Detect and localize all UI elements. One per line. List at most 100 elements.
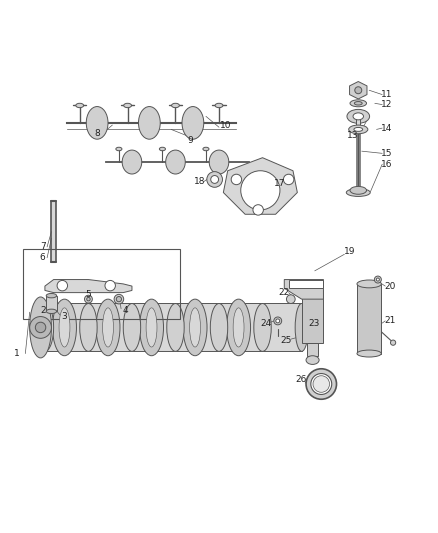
Bar [307, 343, 318, 356]
Polygon shape [284, 279, 323, 299]
Text: 14: 14 [381, 124, 392, 133]
Ellipse shape [190, 308, 201, 347]
Text: 5: 5 [85, 290, 91, 300]
Circle shape [35, 322, 46, 333]
Ellipse shape [76, 103, 84, 108]
Circle shape [105, 280, 116, 291]
Ellipse shape [96, 299, 120, 356]
Ellipse shape [286, 295, 295, 303]
Ellipse shape [274, 317, 282, 325]
Ellipse shape [116, 147, 122, 151]
Ellipse shape [391, 340, 396, 345]
Text: 21: 21 [385, 317, 396, 326]
Ellipse shape [87, 297, 90, 301]
Ellipse shape [59, 308, 70, 347]
Text: 20: 20 [385, 281, 396, 290]
Ellipse shape [182, 107, 204, 139]
Ellipse shape [140, 299, 163, 356]
Ellipse shape [167, 303, 184, 351]
Ellipse shape [210, 303, 228, 351]
Text: 18: 18 [194, 177, 205, 186]
Ellipse shape [349, 125, 368, 134]
Circle shape [57, 280, 67, 291]
Ellipse shape [124, 103, 131, 108]
Ellipse shape [80, 303, 97, 351]
Text: 6: 6 [40, 253, 46, 262]
Polygon shape [45, 279, 132, 293]
Polygon shape [223, 158, 297, 214]
Circle shape [283, 174, 294, 184]
Ellipse shape [374, 276, 381, 283]
Ellipse shape [276, 319, 280, 323]
Text: 7: 7 [40, 243, 46, 252]
Ellipse shape [209, 150, 229, 174]
Ellipse shape [254, 303, 271, 351]
Ellipse shape [347, 109, 370, 123]
Bar [23, 249, 180, 319]
Text: 9: 9 [188, 136, 194, 145]
Ellipse shape [159, 147, 166, 151]
Ellipse shape [354, 127, 363, 131]
Ellipse shape [183, 299, 207, 356]
Ellipse shape [350, 187, 367, 194]
Circle shape [231, 174, 242, 184]
Ellipse shape [376, 278, 379, 281]
Text: 8: 8 [94, 130, 100, 138]
Ellipse shape [295, 303, 308, 351]
Circle shape [241, 171, 280, 210]
Ellipse shape [226, 299, 251, 356]
Circle shape [253, 205, 263, 215]
Ellipse shape [114, 294, 124, 304]
Circle shape [207, 172, 223, 187]
Ellipse shape [355, 87, 362, 94]
Ellipse shape [46, 309, 57, 313]
Ellipse shape [357, 350, 381, 357]
Ellipse shape [346, 189, 370, 197]
Circle shape [30, 317, 51, 338]
Ellipse shape [215, 103, 223, 108]
Ellipse shape [203, 147, 209, 151]
Ellipse shape [313, 376, 329, 392]
Ellipse shape [138, 107, 160, 139]
Ellipse shape [172, 103, 180, 108]
Text: 12: 12 [381, 100, 392, 109]
Text: 10: 10 [220, 120, 231, 130]
Ellipse shape [102, 308, 113, 347]
Text: 26: 26 [295, 375, 307, 384]
Bar [289, 279, 323, 288]
Ellipse shape [233, 308, 244, 347]
Text: 1: 1 [14, 349, 20, 358]
Text: 23: 23 [308, 319, 320, 328]
Ellipse shape [353, 113, 364, 120]
Ellipse shape [123, 303, 141, 351]
Text: 15: 15 [381, 149, 392, 158]
Ellipse shape [306, 369, 336, 399]
Ellipse shape [53, 299, 77, 356]
Ellipse shape [116, 296, 121, 302]
Text: 19: 19 [344, 247, 355, 256]
Text: 16: 16 [381, 160, 392, 169]
Text: 13: 13 [347, 132, 359, 140]
Ellipse shape [311, 374, 332, 394]
Ellipse shape [86, 107, 108, 139]
Text: 3: 3 [62, 312, 67, 321]
Text: 17: 17 [274, 179, 286, 188]
Ellipse shape [36, 303, 53, 351]
Ellipse shape [146, 308, 157, 347]
Bar [302, 290, 323, 343]
Ellipse shape [30, 297, 51, 358]
Text: 25: 25 [281, 336, 292, 345]
Ellipse shape [122, 150, 142, 174]
Ellipse shape [85, 295, 92, 303]
Text: 4: 4 [123, 305, 128, 314]
Bar [46, 296, 57, 311]
Ellipse shape [350, 100, 367, 107]
Bar [356, 116, 360, 127]
Ellipse shape [306, 356, 319, 365]
Ellipse shape [354, 102, 362, 105]
Circle shape [211, 175, 219, 183]
Bar [357, 284, 381, 353]
Text: 2: 2 [40, 305, 46, 314]
Bar [41, 303, 302, 351]
Text: 11: 11 [381, 90, 392, 99]
